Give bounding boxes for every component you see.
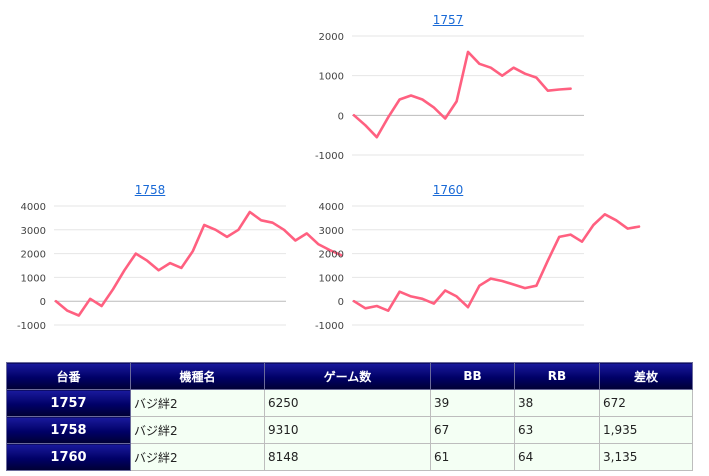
machine-data-table: 台番 機種名 ゲーム数 BB RB 差枚 1757 バジ絆2 6250 39 3… — [6, 362, 693, 471]
chart-1758-plot: 4000 3000 2000 1000 0 -1000 — [17, 202, 343, 332]
header-model-name: 機種名 — [130, 362, 265, 390]
table-row: 1757 バジ絆2 6250 39 38 672 — [6, 389, 693, 417]
model-name-cell: バジ絆2 — [130, 443, 265, 471]
bb-cell: 67 — [430, 416, 515, 444]
rb-cell: 63 — [514, 416, 600, 444]
chart-1758: 1758 4000 3000 2000 1000 0 -1000 — [10, 182, 343, 342]
y-tick-label: 4000 — [21, 202, 46, 213]
machine-number-cell: 1760 — [6, 443, 131, 471]
chart-title-link[interactable]: 1758 — [134, 183, 166, 197]
chart-title-link[interactable]: 1757 — [432, 13, 464, 27]
header-bb: BB — [430, 362, 515, 390]
y-tick-label: -1000 — [17, 321, 46, 332]
y-tick-label: 1000 — [319, 72, 344, 83]
y-tick-label: -1000 — [315, 151, 344, 162]
model-name-cell: バジ絆2 — [130, 416, 265, 444]
table-row: 1758 バジ絆2 9310 67 63 1,935 — [6, 416, 693, 444]
series-line — [54, 210, 343, 317]
difference-cell: 1,935 — [599, 416, 693, 444]
y-tick-label: 0 — [338, 297, 344, 308]
game-count-cell: 8148 — [264, 443, 431, 471]
game-count-cell: 6250 — [264, 389, 431, 417]
chart-1757-plot: 2000 1000 0 -1000 — [315, 32, 584, 162]
header-machine-number: 台番 — [6, 362, 131, 390]
table-row: 1760 バジ絆2 8148 61 64 3,135 — [6, 443, 693, 471]
rb-cell: 64 — [514, 443, 600, 471]
model-name-cell: バジ絆2 — [130, 389, 265, 417]
machine-number-cell: 1758 — [6, 416, 131, 444]
y-tick-label: 3000 — [21, 226, 46, 237]
header-rb: RB — [514, 362, 600, 390]
y-tick-label: 1000 — [21, 273, 46, 284]
game-count-cell: 9310 — [264, 416, 431, 444]
machine-number-cell: 1757 — [6, 389, 131, 417]
difference-cell: 3,135 — [599, 443, 693, 471]
header-difference: 差枚 — [599, 362, 693, 390]
difference-cell: 672 — [599, 389, 693, 417]
rb-cell: 38 — [514, 389, 600, 417]
y-tick-label: 3000 — [319, 226, 344, 237]
y-tick-label: 2000 — [319, 32, 344, 43]
series-line — [352, 50, 572, 139]
bb-cell: 39 — [430, 389, 515, 417]
header-game-count: ゲーム数 — [264, 362, 431, 390]
chart-title-link[interactable]: 1760 — [432, 183, 464, 197]
series-line — [352, 212, 641, 312]
chart-1760: 1760 4000 3000 2000 1000 0 -1000 — [308, 182, 641, 342]
y-tick-label: 2000 — [21, 250, 46, 261]
y-tick-label: 2000 — [319, 250, 344, 261]
bb-cell: 61 — [430, 443, 515, 471]
y-tick-label: -1000 — [315, 321, 344, 332]
y-tick-label: 0 — [338, 111, 344, 122]
chart-1760-plot: 4000 3000 2000 1000 0 -1000 — [315, 202, 641, 332]
table-header-row: 台番 機種名 ゲーム数 BB RB 差枚 — [6, 362, 693, 390]
chart-1757: 1757 2000 1000 0 -1000 — [308, 12, 588, 172]
y-tick-label: 0 — [40, 297, 46, 308]
y-tick-label: 4000 — [319, 202, 344, 213]
y-tick-label: 1000 — [319, 273, 344, 284]
